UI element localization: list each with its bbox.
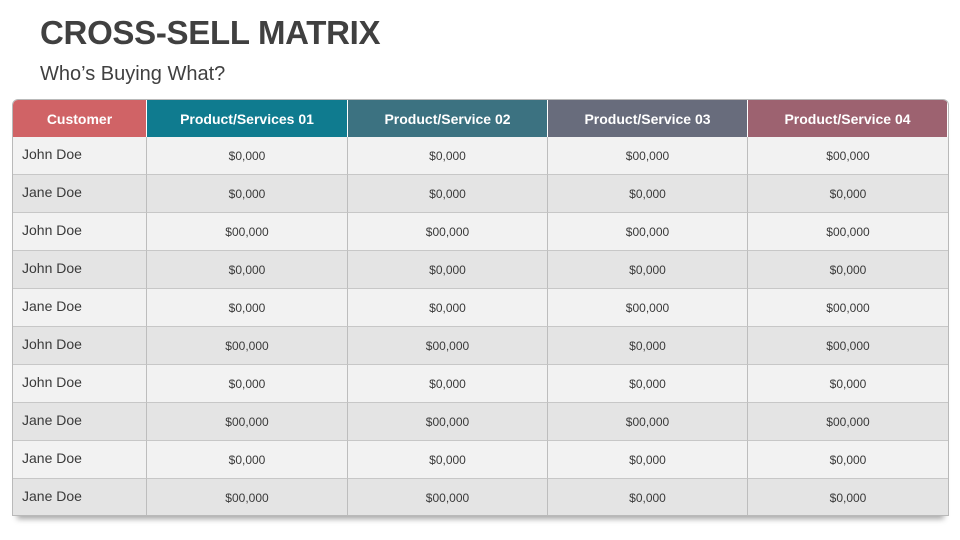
value-cell: $00,000: [748, 137, 948, 175]
customer-name-cell: Jane Doe: [13, 479, 147, 515]
value-cell: $0,000: [748, 441, 948, 479]
value-cell: $0,000: [147, 441, 348, 479]
value-cell: $00,000: [348, 213, 548, 251]
value-cell: $00,000: [748, 327, 948, 365]
value-cell: $00,000: [348, 327, 548, 365]
column-header-0: Customer: [13, 100, 147, 137]
value-cell: $00,000: [748, 213, 948, 251]
value-cell: $0,000: [548, 479, 748, 515]
column-header-1: Product/Services 01: [147, 100, 348, 137]
value-cell: $0,000: [748, 175, 948, 213]
customer-name-cell: John Doe: [13, 137, 147, 175]
value-cell: $0,000: [548, 327, 748, 365]
value-cell: $00,000: [147, 403, 348, 441]
customer-name-cell: John Doe: [13, 251, 147, 289]
customer-name-cell: Jane Doe: [13, 403, 147, 441]
column-header-3: Product/Service 03: [548, 100, 748, 137]
value-cell: $0,000: [348, 441, 548, 479]
value-cell: $0,000: [348, 251, 548, 289]
value-cell: $0,000: [548, 175, 748, 213]
value-cell: $0,000: [348, 137, 548, 175]
customer-name-cell: Jane Doe: [13, 175, 147, 213]
customer-name-cell: John Doe: [13, 213, 147, 251]
value-cell: $00,000: [147, 479, 348, 515]
value-cell: $00,000: [748, 289, 948, 327]
value-cell: $00,000: [548, 289, 748, 327]
value-cell: $0,000: [147, 365, 348, 403]
value-cell: $00,000: [348, 479, 548, 515]
value-cell: $0,000: [348, 175, 548, 213]
value-cell: $0,000: [548, 441, 748, 479]
customer-name-cell: John Doe: [13, 327, 147, 365]
value-cell: $0,000: [348, 365, 548, 403]
page-title: CROSS-SELL MATRIX: [40, 14, 381, 51]
value-cell: $0,000: [147, 289, 348, 327]
value-cell: $00,000: [147, 213, 348, 251]
value-cell: $0,000: [348, 289, 548, 327]
cross-sell-table: Customer Product/Services 01 Product/Servi…: [12, 99, 949, 516]
value-cell: $0,000: [147, 137, 348, 175]
column-header-4: Product/Service 04: [748, 100, 948, 137]
value-cell: $00,000: [548, 137, 748, 175]
customer-name-cell: Jane Doe: [13, 289, 147, 327]
column-header-2: Product/Service 02: [348, 100, 548, 137]
value-cell: $0,000: [748, 479, 948, 515]
value-cell: $0,000: [147, 251, 348, 289]
value-cell: $00,000: [348, 403, 548, 441]
value-cell: $0,000: [748, 251, 948, 289]
value-cell: $00,000: [147, 327, 348, 365]
customer-name-cell: Jane Doe: [13, 441, 147, 479]
value-cell: $0,000: [147, 175, 348, 213]
customer-name-cell: John Doe: [13, 365, 147, 403]
value-cell: $0,000: [548, 251, 748, 289]
value-cell: $0,000: [748, 365, 948, 403]
page-subtitle: Who’s Buying What?: [40, 63, 226, 85]
value-cell: $0,000: [548, 365, 748, 403]
value-cell: $00,000: [548, 403, 748, 441]
value-cell: $00,000: [548, 213, 748, 251]
value-cell: $00,000: [748, 403, 948, 441]
table-grid: Customer Product/Services 01 Product/Servi…: [13, 100, 948, 515]
